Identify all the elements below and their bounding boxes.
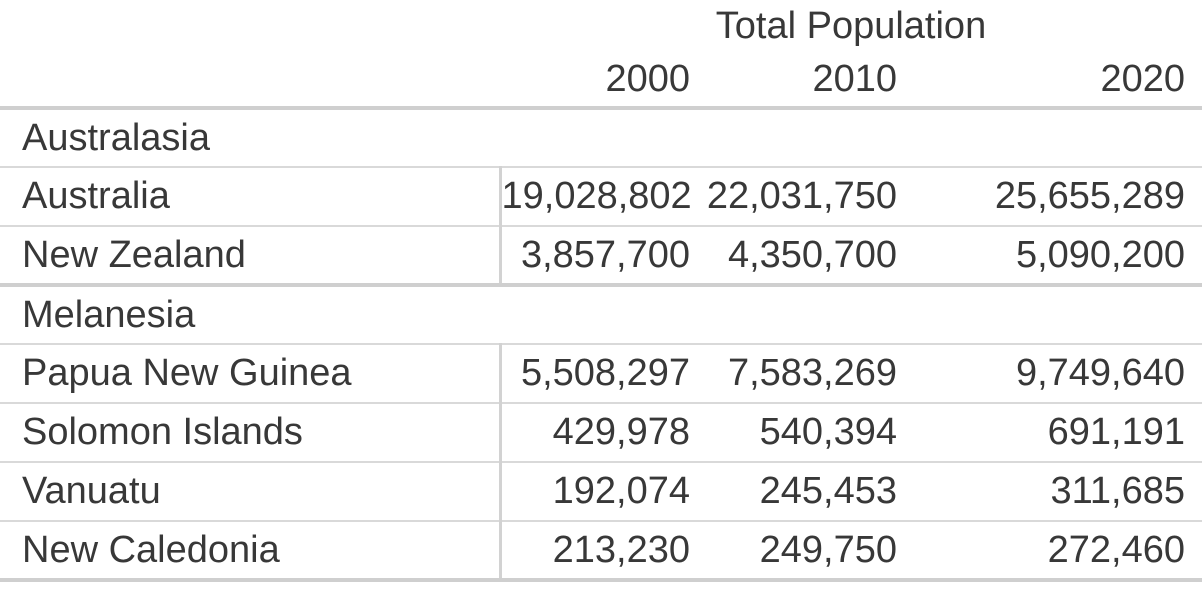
country-name: New Zealand (0, 226, 502, 287)
population-value-2000: 3,857,700 (500, 226, 690, 287)
country-name: Solomon Islands (0, 403, 502, 463)
population-value-2020: 272,460 (897, 521, 1202, 582)
section-row-australasia: Australasia (0, 108, 1202, 168)
population-value-2020: 5,090,200 (897, 226, 1202, 287)
population-value-2020: 691,191 (897, 403, 1202, 463)
year-header-2000: 2000 (500, 53, 690, 110)
column-group-header-row: Total Population (0, 0, 1202, 53)
table-row-australia: Australia 19,028,802 22,031,750 25,655,2… (0, 167, 1202, 227)
region-header: Melanesia (0, 285, 1202, 345)
region-header: Australasia (0, 108, 1202, 168)
population-table: Total Population 2000 2010 2020 Australa… (0, 0, 1202, 582)
population-value-2010: 245,453 (690, 462, 897, 522)
country-name: Papua New Guinea (0, 344, 502, 404)
table-row-papua-new-guinea: Papua New Guinea 5,508,297 7,583,269 9,7… (0, 344, 1202, 404)
year-header-row: 2000 2010 2020 (0, 53, 1202, 110)
population-value-2000: 5,508,297 (500, 344, 690, 404)
population-value-2000: 429,978 (500, 403, 690, 463)
population-value-2000: 213,230 (500, 521, 690, 582)
table-row-solomon-islands: Solomon Islands 429,978 540,394 691,191 (0, 403, 1202, 463)
column-group-title: Total Population (715, 5, 987, 47)
population-value-2000: 192,074 (500, 462, 690, 522)
section-row-melanesia: Melanesia (0, 285, 1202, 345)
population-value-2000: 19,028,802 (500, 167, 690, 227)
population-value-2010: 540,394 (690, 403, 897, 463)
population-value-2010: 249,750 (690, 521, 897, 582)
population-value-2020: 9,749,640 (897, 344, 1202, 404)
year-header-2010: 2010 (690, 53, 897, 110)
empty-cell (0, 53, 500, 110)
table-row-new-caledonia: New Caledonia 213,230 249,750 272,460 (0, 521, 1202, 582)
population-value-2010: 22,031,750 (690, 167, 897, 227)
country-name: New Caledonia (0, 521, 502, 582)
table-row-new-zealand: New Zealand 3,857,700 4,350,700 5,090,20… (0, 226, 1202, 287)
year-header-2020: 2020 (897, 53, 1202, 110)
table-row-vanuatu: Vanuatu 192,074 245,453 311,685 (0, 462, 1202, 522)
country-name: Australia (0, 167, 502, 227)
population-value-2010: 7,583,269 (690, 344, 897, 404)
country-name: Vanuatu (0, 462, 502, 522)
empty-cell (0, 0, 500, 53)
population-value-2020: 311,685 (897, 462, 1202, 522)
population-value-2010: 4,350,700 (690, 226, 897, 287)
population-value-2020: 25,655,289 (897, 167, 1202, 227)
